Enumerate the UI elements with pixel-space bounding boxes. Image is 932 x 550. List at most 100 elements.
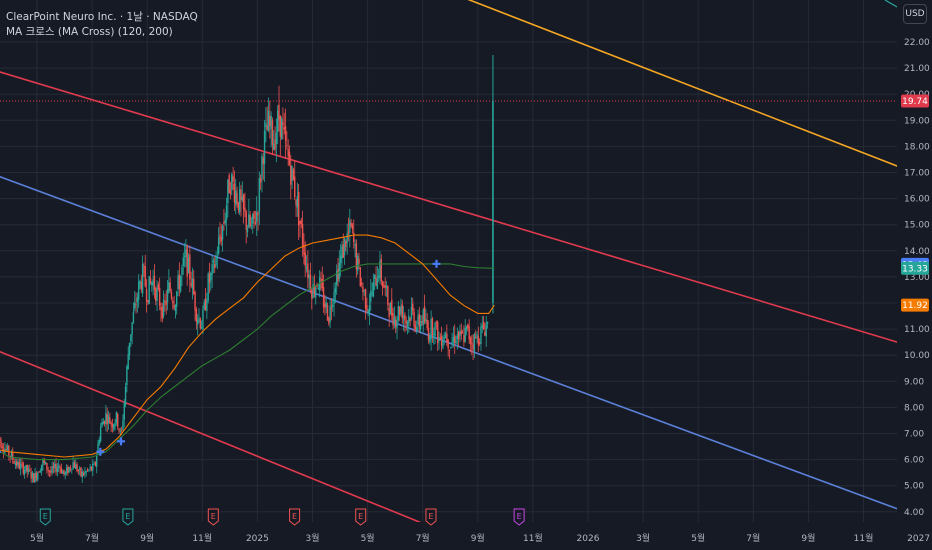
candle-body	[44, 461, 47, 465]
candle-body	[468, 326, 470, 340]
earnings-marker-shape	[289, 508, 301, 526]
price-label-text: 19.74	[902, 97, 928, 107]
candle-body	[162, 299, 165, 317]
candle-body	[12, 452, 14, 460]
ma-fast-line	[0, 234, 495, 458]
candle-body	[216, 255, 219, 259]
candle-body	[392, 312, 394, 326]
candle-body	[235, 190, 237, 205]
candle-body	[160, 306, 162, 310]
candle-body	[131, 322, 133, 335]
candle-body	[244, 207, 246, 212]
earnings-marker-label: E	[125, 512, 130, 521]
candle-body	[50, 471, 52, 473]
candle-body	[248, 214, 250, 228]
candle-body	[296, 196, 299, 208]
candle-body	[85, 471, 87, 473]
candle-body	[381, 281, 384, 287]
candle-body	[168, 282, 170, 293]
x-tick-label: 5월	[691, 532, 705, 544]
earnings-marker-shape	[513, 508, 525, 526]
candle-body	[13, 460, 15, 464]
candle-body	[317, 288, 320, 290]
candle-body	[412, 303, 414, 311]
plot-area	[0, 0, 897, 522]
candle-body	[330, 308, 333, 309]
earnings-marker[interactable]: E	[355, 508, 367, 526]
earnings-marker[interactable]: E	[122, 508, 134, 526]
candle-body	[262, 157, 264, 164]
price-label-text: 11.92	[902, 301, 928, 311]
corner-trend-line	[884, 0, 897, 8]
price-axis-label: 13.33	[901, 261, 929, 275]
earnings-marker-shape	[207, 508, 219, 526]
candle-body	[93, 463, 95, 465]
candle-body	[372, 282, 375, 297]
candle-body	[145, 289, 148, 302]
candle-body	[421, 321, 423, 323]
candle-body	[410, 306, 413, 319]
earnings-marker[interactable]: E	[39, 508, 51, 526]
candle-body	[267, 110, 270, 131]
candle-body	[291, 166, 293, 181]
candle-body	[389, 303, 392, 315]
earnings-marker-shape	[122, 508, 134, 526]
candle-body	[149, 278, 152, 284]
price-label-bg	[901, 261, 929, 275]
candle-body	[186, 245, 188, 277]
candle-body	[455, 340, 457, 344]
candle-body	[90, 466, 93, 471]
earnings-marker[interactable]: E	[289, 508, 301, 526]
candle-body	[333, 292, 335, 305]
earnings-marker-label: E	[517, 512, 522, 521]
candle-body	[128, 342, 131, 355]
candle-body	[419, 321, 422, 330]
candle-body	[245, 211, 247, 230]
candle-body	[413, 311, 415, 326]
x-tick-label: 5월	[361, 532, 375, 544]
candle-body	[229, 190, 232, 195]
candle-body	[405, 320, 407, 324]
x-tick-label: 5월	[30, 532, 44, 544]
candle-body	[430, 318, 432, 340]
candle-body	[46, 463, 48, 470]
y-tick-label: 19.00	[904, 116, 930, 126]
candle-body	[237, 202, 240, 210]
symbol-title[interactable]: ClearPoint Neuro Inc. · 1날 · NASDAQ	[6, 11, 198, 23]
candle-body	[342, 244, 344, 258]
candle-body	[325, 302, 327, 307]
candle-body	[60, 467, 63, 473]
y-tick-label: 6.00	[904, 456, 924, 466]
candle-body	[408, 315, 410, 323]
candle-body	[169, 282, 171, 291]
candle-body	[47, 470, 49, 471]
candle-body	[179, 276, 182, 292]
candle-body	[436, 321, 439, 344]
candle-body	[72, 462, 74, 470]
earnings-marker[interactable]: E	[207, 508, 219, 526]
currency-button[interactable]: USD	[903, 4, 927, 24]
ma-cross-marker	[117, 437, 126, 446]
earnings-marker[interactable]: E	[513, 508, 525, 526]
candle-body	[80, 467, 82, 477]
candle-body	[280, 118, 283, 140]
candle-body	[477, 336, 480, 345]
candle-body	[225, 205, 228, 220]
indicator-title[interactable]: MA 크로스 (MA Cross) (120, 200)	[6, 26, 173, 38]
candle-body	[102, 421, 104, 425]
candle-body	[190, 282, 192, 286]
candle-body	[482, 322, 485, 330]
candle-body	[427, 327, 430, 340]
earnings-marker[interactable]: E	[425, 508, 437, 526]
y-tick-label: 14.00	[904, 247, 930, 257]
candle-body	[78, 468, 81, 470]
candle-body	[156, 287, 158, 301]
candle-body	[274, 139, 276, 150]
candle-body	[442, 340, 444, 348]
candle-body	[52, 466, 55, 468]
candle-body	[263, 130, 266, 164]
candle-body	[124, 386, 127, 406]
x-tick-label: 2026	[577, 534, 600, 544]
candle-body	[476, 334, 478, 339]
